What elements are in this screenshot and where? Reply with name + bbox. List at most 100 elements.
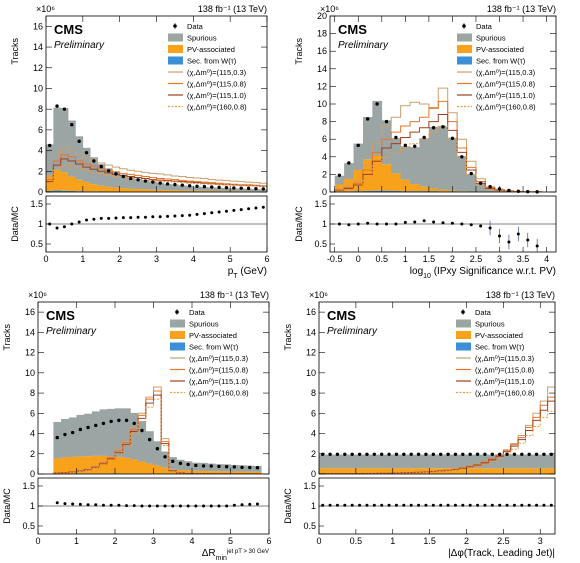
legend-entry: Sec. from W(τ) [457,56,526,66]
ratio-point [512,503,516,507]
ratio-point [239,208,243,212]
ratio-point [117,503,121,507]
ratio-tick-label: 1 [322,219,327,229]
ratio-point [125,504,129,508]
pv-bar [245,471,254,474]
data-point [365,452,369,456]
pv-bar [91,455,100,474]
data-point [124,418,129,423]
legend-label: (χ,Δm⁰)=(115,1.0) [476,91,536,100]
ratio-point [109,503,113,507]
pv-bar [184,470,193,474]
data-point [210,185,214,189]
data-point [163,455,167,459]
ratio-point [375,222,379,226]
data-point [158,181,162,185]
data-point [384,119,389,124]
x-tick-label: 0 [316,536,321,546]
pv-bar [410,184,420,192]
ratio-point [129,216,133,220]
ratio-point [63,502,67,506]
sig3-line [334,114,543,192]
pv-bar [244,191,253,192]
spurious-bar [112,171,120,188]
spurious-bar [61,418,70,458]
ratio-point [535,503,539,507]
data-point [490,452,495,456]
legend-label: Spurious [476,34,506,43]
pv-bar [115,456,123,474]
spurious-bar [444,454,453,469]
legend-entry: (χ,Δm⁰)=(115,1.0) [457,91,536,100]
x-tick-label: 0 [356,254,361,264]
y-tick-label: 10 [25,368,35,378]
axis-exponent: ×10⁶ [309,290,328,300]
x-tick-label: 4 [189,536,194,546]
pv-bar [222,471,231,474]
ratio-point [158,215,162,219]
legend-entry: (χ,Δm⁰)=(160,0.8) [457,103,536,112]
pv-bar [153,465,162,474]
ratio-point [255,502,259,506]
x-axis-title: ΔRminjet pT > 30 GeV [202,548,269,562]
sec-bar [410,191,420,192]
sec-bar [75,191,84,192]
pv-bar [363,468,371,474]
data-point [99,164,103,169]
data-point [171,459,175,464]
legend-entry: (χ,Δm⁰)=(160,0.8) [170,389,249,398]
ratio-tick-label: 0.5 [30,239,43,249]
x-tick-label: 0 [35,536,40,546]
pv-bar [348,468,357,474]
data-point [453,452,458,456]
data-point [475,452,480,456]
legend-entry: (χ,Δm⁰)=(160,0.8) [168,103,247,112]
pv-bar [84,456,93,474]
spurious-bar [414,454,423,469]
spurious-bar [222,188,231,192]
pv-bar [400,179,411,192]
ratio-point [62,225,66,229]
y-tick-label: 4 [30,429,35,439]
x-tick-label: 1 [74,536,79,546]
ratio-point [403,220,407,224]
ratio-point [132,504,136,508]
sig1-line [46,146,267,192]
spurious-bar [378,454,386,469]
legend-swatch [168,45,183,53]
pv-bar [407,468,416,474]
y-tick-label: 20 [317,11,327,21]
spurious-bar [185,185,194,191]
pv-bar [82,181,91,192]
legend-entry: (χ,Δm⁰)=(115,0.3) [170,354,249,363]
data-point [92,159,96,163]
data-point [194,463,198,468]
spurious-bar [84,413,93,457]
pv-bar [53,169,62,191]
data-point [350,452,354,456]
lumi-label: 138 fb⁻¹ (13 TeV) [486,290,555,300]
data-point [461,452,465,456]
data-point [165,182,170,186]
data-point [232,465,237,469]
ratio-point [343,503,347,507]
axis-exponent: ×10⁶ [36,4,55,14]
legend-label: (χ,Δm⁰)=(115,1.0) [189,377,249,386]
y-tick-label: 14 [25,327,35,337]
legend-label: (χ,Δm⁰)=(160,0.8) [189,389,249,398]
pv-bar [130,459,139,474]
ratio-point [380,503,384,507]
ratio-point [394,222,398,226]
pv-bar [419,186,430,192]
spurious-bar [540,454,548,469]
pv-bar [200,190,209,192]
spurious-bar [60,107,69,173]
pv-bar [237,191,246,192]
data-point [549,452,554,456]
x-tick-label: 1 [403,254,408,264]
x-tick-label: -0.5 [327,254,343,264]
spurious-bar [503,454,512,469]
legend-label: Spurious [189,320,219,329]
ratio-point [195,212,199,216]
